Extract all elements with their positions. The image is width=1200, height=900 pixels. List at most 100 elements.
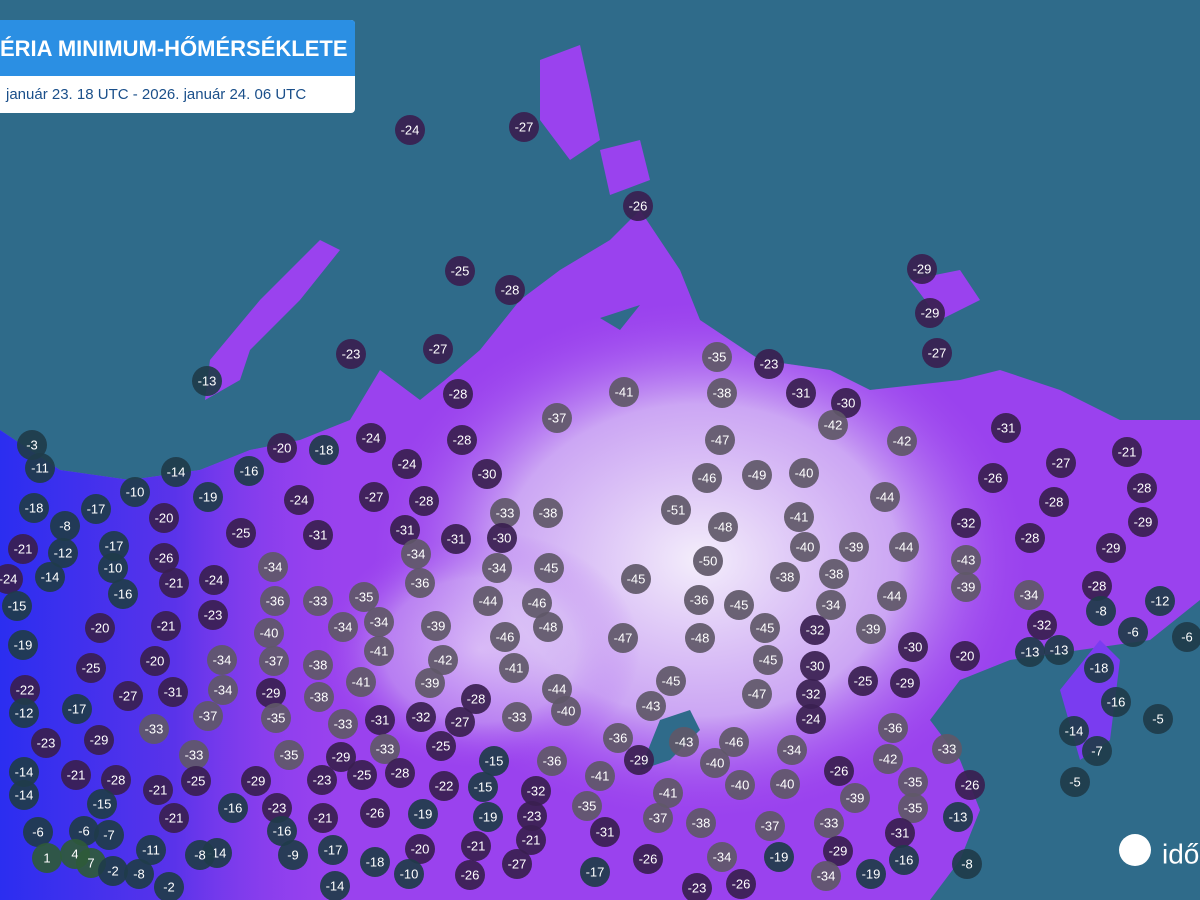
station-marker bbox=[482, 553, 512, 583]
station: -28 bbox=[1039, 487, 1069, 517]
station: -24 bbox=[284, 485, 314, 515]
station: -15 bbox=[479, 746, 509, 776]
station-marker bbox=[786, 378, 816, 408]
station-marker bbox=[811, 861, 841, 891]
station-marker bbox=[199, 565, 229, 595]
station: -46 bbox=[522, 588, 552, 618]
station-value: -31 bbox=[792, 386, 811, 401]
station-marker bbox=[401, 539, 431, 569]
station-value: -23 bbox=[268, 801, 287, 816]
station: -27 bbox=[509, 112, 539, 142]
station-marker bbox=[951, 508, 981, 538]
station: -14 bbox=[1059, 716, 1089, 746]
station-value: -41 bbox=[790, 510, 809, 525]
station: -25 bbox=[347, 760, 377, 790]
station-value: -34 bbox=[488, 561, 507, 576]
station: -29 bbox=[256, 678, 286, 708]
station: -6 bbox=[1118, 617, 1148, 647]
station-value: -38 bbox=[692, 816, 711, 831]
station-marker bbox=[9, 780, 39, 810]
station-marker bbox=[320, 871, 350, 900]
station-marker bbox=[800, 651, 830, 681]
station: -19 bbox=[856, 859, 886, 889]
station: -27 bbox=[423, 334, 453, 364]
station: -20 bbox=[405, 834, 435, 864]
station-value: -40 bbox=[776, 777, 795, 792]
station-value: -30 bbox=[806, 659, 825, 674]
station: -14 bbox=[9, 757, 39, 787]
station-marker bbox=[139, 714, 169, 744]
station-marker bbox=[490, 622, 520, 652]
station-value: -32 bbox=[806, 623, 825, 638]
station-value: -34 bbox=[713, 850, 732, 865]
station-value: -36 bbox=[884, 721, 903, 736]
station-marker bbox=[328, 709, 358, 739]
station-value: -32 bbox=[957, 516, 976, 531]
station-marker bbox=[978, 463, 1008, 493]
station-marker bbox=[241, 766, 271, 796]
station-marker bbox=[326, 742, 356, 772]
station: -21 bbox=[461, 831, 491, 861]
station: -21 bbox=[8, 534, 38, 564]
station: -2 bbox=[154, 872, 184, 900]
station: -38 bbox=[707, 378, 737, 408]
station: -10 bbox=[120, 477, 150, 507]
station-marker bbox=[445, 707, 475, 737]
station: -31 bbox=[786, 378, 816, 408]
station: -22 bbox=[10, 675, 40, 705]
station-marker bbox=[684, 585, 714, 615]
station-marker bbox=[226, 518, 256, 548]
station: -34 bbox=[328, 612, 358, 642]
station: -29 bbox=[326, 742, 356, 772]
station-marker bbox=[991, 413, 1021, 443]
station-marker bbox=[1145, 586, 1175, 616]
station-value: -35 bbox=[904, 801, 923, 816]
station-value: -25 bbox=[187, 774, 206, 789]
station-value: -29 bbox=[921, 306, 940, 321]
station-value: -27 bbox=[429, 342, 448, 357]
station: -27 bbox=[502, 849, 532, 879]
station-marker bbox=[537, 746, 567, 776]
station: -33 bbox=[303, 586, 333, 616]
station-marker bbox=[742, 679, 772, 709]
station-value: 7 bbox=[87, 856, 94, 871]
station-value: -16 bbox=[240, 464, 259, 479]
station: -23 bbox=[682, 873, 712, 900]
station-marker bbox=[1112, 437, 1142, 467]
station-value: -35 bbox=[578, 799, 597, 814]
station: -35 bbox=[898, 767, 928, 797]
station-marker bbox=[705, 425, 735, 455]
station-marker bbox=[479, 746, 509, 776]
station-marker bbox=[800, 615, 830, 645]
station-value: -40 bbox=[557, 704, 576, 719]
station-value: -41 bbox=[505, 661, 524, 676]
station: -41 bbox=[499, 653, 529, 683]
station: 1 bbox=[32, 843, 62, 873]
station: -28 bbox=[495, 275, 525, 305]
station: -8 bbox=[952, 849, 982, 879]
station-value: -3 bbox=[26, 438, 38, 453]
station-value: -48 bbox=[714, 520, 733, 535]
station-marker bbox=[742, 460, 772, 490]
station-marker bbox=[502, 849, 532, 879]
station-value: -19 bbox=[14, 638, 33, 653]
station: -26 bbox=[149, 543, 179, 573]
station-value: -50 bbox=[699, 554, 718, 569]
station-marker bbox=[653, 778, 683, 808]
station-marker bbox=[784, 502, 814, 532]
station-value: -20 bbox=[155, 511, 174, 526]
station-marker bbox=[839, 532, 869, 562]
station: -33 bbox=[814, 808, 844, 838]
station-value: -40 bbox=[796, 540, 815, 555]
station: -32 bbox=[796, 679, 826, 709]
station: -29 bbox=[84, 725, 114, 755]
station-marker bbox=[870, 482, 900, 512]
station: -50 bbox=[693, 546, 723, 576]
station-value: -16 bbox=[895, 853, 914, 868]
station-marker bbox=[356, 423, 386, 453]
station: -40 bbox=[770, 769, 800, 799]
station-value: -33 bbox=[334, 717, 353, 732]
station-value: -26 bbox=[830, 764, 849, 779]
station-value: -34 bbox=[783, 743, 802, 758]
station: -40 bbox=[789, 458, 819, 488]
